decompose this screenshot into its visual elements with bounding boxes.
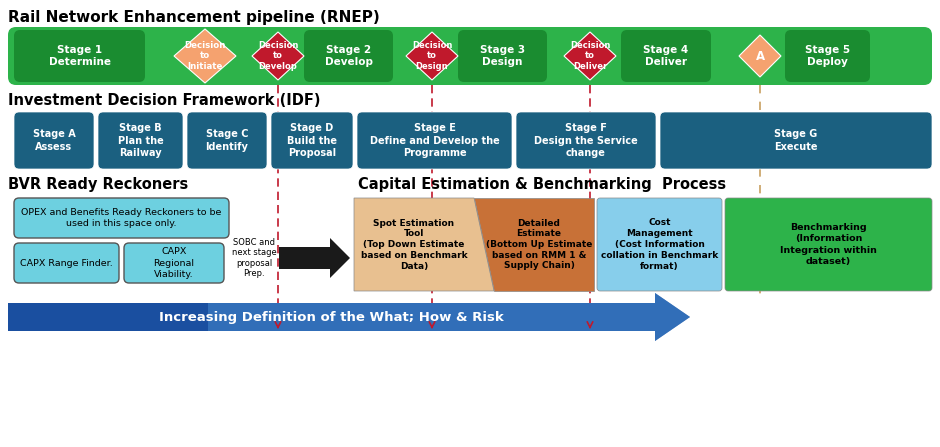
FancyBboxPatch shape [8, 27, 932, 85]
Text: Spot Estimation
Tool
(Top Down Estimate
based on Benchmark
Data): Spot Estimation Tool (Top Down Estimate … [361, 219, 467, 270]
Text: Stage 4
Deliver: Stage 4 Deliver [643, 45, 689, 67]
Text: BVR Ready Reckoners: BVR Ready Reckoners [8, 177, 188, 192]
FancyBboxPatch shape [597, 198, 722, 291]
FancyBboxPatch shape [516, 112, 656, 169]
Text: Stage 3
Design: Stage 3 Design [480, 45, 525, 67]
Text: Capital Estimation & Benchmarking  Process: Capital Estimation & Benchmarking Proces… [358, 177, 726, 192]
Text: Stage 2
Develop: Stage 2 Develop [324, 45, 372, 67]
Text: Decision
to
Design: Decision to Design [412, 41, 452, 71]
Text: A: A [756, 50, 764, 63]
Polygon shape [252, 32, 304, 80]
FancyBboxPatch shape [271, 112, 353, 169]
Text: Rail Network Enhancement pipeline (RNEP): Rail Network Enhancement pipeline (RNEP) [8, 10, 380, 25]
FancyBboxPatch shape [660, 112, 932, 169]
Text: Stage G
Execute: Stage G Execute [775, 129, 818, 152]
Text: Stage E
Define and Develop the
Programme: Stage E Define and Develop the Programme [369, 123, 499, 158]
Polygon shape [564, 32, 616, 80]
FancyBboxPatch shape [458, 30, 547, 82]
Text: Benchmarking
(Information
Integration within
dataset): Benchmarking (Information Integration wi… [780, 224, 877, 266]
FancyBboxPatch shape [124, 243, 224, 283]
Text: SOBC and
next stage
proposal
Prep.: SOBC and next stage proposal Prep. [231, 238, 276, 278]
Text: Stage F
Design the Service
change: Stage F Design the Service change [534, 123, 638, 158]
Polygon shape [208, 293, 690, 341]
Text: Increasing Definition of the What; How & Risk: Increasing Definition of the What; How &… [159, 311, 504, 324]
Text: Decision
to
Develop: Decision to Develop [258, 41, 298, 71]
Text: OPEX and Benefits Ready Reckoners to be
used in this space only.: OPEX and Benefits Ready Reckoners to be … [22, 208, 222, 228]
Text: Decision
to
Initiate: Decision to Initiate [184, 41, 226, 71]
FancyBboxPatch shape [14, 243, 119, 283]
Text: Decision
to
Deliver: Decision to Deliver [570, 41, 610, 71]
FancyBboxPatch shape [725, 198, 932, 291]
Text: CAPX Range Finder.: CAPX Range Finder. [20, 258, 113, 267]
Text: Stage D
Build the
Proposal: Stage D Build the Proposal [287, 123, 337, 158]
FancyBboxPatch shape [785, 30, 870, 82]
Text: Investment Decision Framework (IDF): Investment Decision Framework (IDF) [8, 93, 321, 108]
Polygon shape [474, 198, 594, 291]
FancyBboxPatch shape [98, 112, 183, 169]
Polygon shape [279, 238, 350, 278]
Text: Stage 5
Deploy: Stage 5 Deploy [805, 45, 850, 67]
Text: Cost
Management
(Cost Information
collation in Benchmark
format): Cost Management (Cost Information collat… [601, 218, 718, 271]
FancyBboxPatch shape [357, 112, 512, 169]
FancyBboxPatch shape [14, 112, 94, 169]
Polygon shape [354, 198, 494, 291]
Text: Stage A
Assess: Stage A Assess [33, 129, 75, 152]
FancyBboxPatch shape [621, 30, 711, 82]
FancyBboxPatch shape [14, 30, 145, 82]
FancyBboxPatch shape [304, 30, 393, 82]
Text: Stage B
Plan the
Railway: Stage B Plan the Railway [118, 123, 164, 158]
Polygon shape [8, 293, 690, 341]
Text: Detailed
Estimate
(Bottom Up Estimate
based on RMM 1 &
Supply Chain): Detailed Estimate (Bottom Up Estimate ba… [486, 219, 592, 270]
Polygon shape [739, 35, 781, 77]
Text: CAPX
Regional
Viability.: CAPX Regional Viability. [153, 247, 195, 278]
Text: Stage C
Identify: Stage C Identify [206, 129, 248, 152]
Text: Stage 1
Determine: Stage 1 Determine [49, 45, 111, 67]
FancyBboxPatch shape [14, 198, 229, 238]
FancyBboxPatch shape [187, 112, 267, 169]
Polygon shape [174, 29, 236, 83]
Polygon shape [406, 32, 458, 80]
